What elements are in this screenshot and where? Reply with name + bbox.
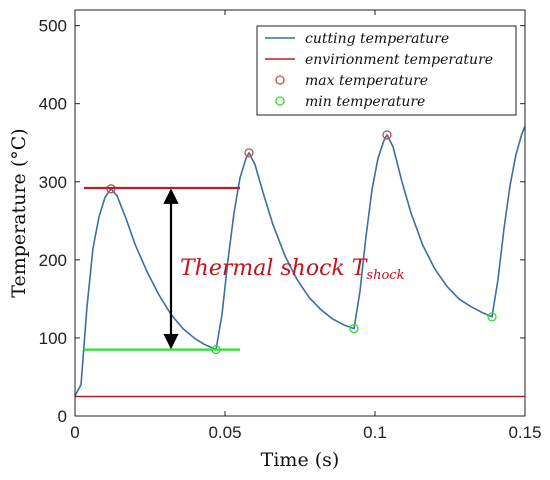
series-layer xyxy=(75,125,525,398)
series-point-min-temperature xyxy=(349,323,359,334)
y-tick-label: 300 xyxy=(39,173,67,192)
series-point-min-temperature xyxy=(487,312,497,322)
x-axis-label: Time (s) xyxy=(261,449,340,471)
y-tick-label: 100 xyxy=(39,329,67,348)
y-tick-label: 400 xyxy=(39,95,67,114)
y-tick-label: 500 xyxy=(39,17,67,36)
legend-label: envirionment temperature xyxy=(305,52,493,68)
series-point-max-temperature xyxy=(382,130,392,140)
legend-box xyxy=(256,25,517,116)
thermal-shock-subscript: shock xyxy=(366,268,404,283)
y-axis-ticks: 0 100 200 300 400 500 xyxy=(39,17,525,426)
series-line-cutting-temperature xyxy=(75,125,525,397)
y-axis-label: Temperature (°C) xyxy=(8,128,30,297)
y-tick-label: 200 xyxy=(39,251,67,270)
legend-label: cutting temperature xyxy=(305,31,449,47)
reference-lines xyxy=(84,186,240,351)
legend-label: max temperature xyxy=(305,73,428,89)
thermal-shock-annotation: Thermal shock Tshock xyxy=(180,256,405,283)
legend-label: min temperature xyxy=(305,94,425,110)
x-tick-label: 0 xyxy=(70,423,79,442)
x-axis-ticks: 0 0.05 0.1 0.15 xyxy=(70,10,542,442)
plot-frame xyxy=(74,9,526,417)
x-tick-label: 0.1 xyxy=(363,423,387,442)
x-tick-label: 0.15 xyxy=(508,423,541,442)
thermal-shock-text: Thermal shock T xyxy=(180,256,369,281)
y-tick-label: 0 xyxy=(58,407,67,426)
legend: cutting temperature envirionment temperat… xyxy=(256,25,517,116)
x-tick-label: 0.05 xyxy=(208,423,241,442)
series-point-max-temperature xyxy=(244,148,254,158)
legend-marker-swatch xyxy=(275,96,285,106)
legend-marker-swatch xyxy=(275,75,285,85)
